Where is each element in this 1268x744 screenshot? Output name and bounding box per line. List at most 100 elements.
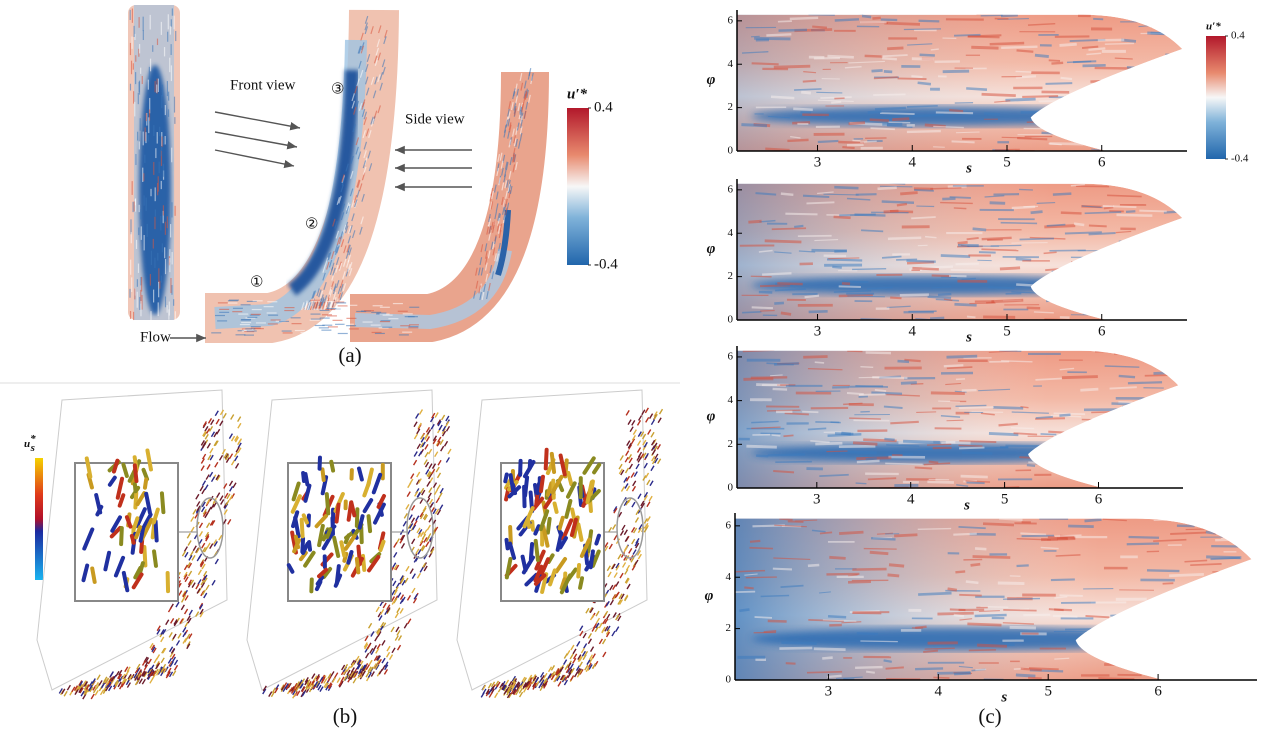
vortex: [365, 664, 370, 671]
texture: [852, 567, 887, 571]
texture: [959, 440, 997, 444]
vortex: [152, 647, 157, 654]
texture: [929, 316, 945, 320]
vortex: [588, 654, 594, 661]
texture: [492, 241, 495, 250]
texture: [827, 54, 854, 59]
vortex: [195, 493, 200, 500]
vortex: [522, 506, 535, 529]
vortex: [202, 430, 207, 437]
texture: [1104, 42, 1135, 45]
texture: [347, 244, 351, 253]
vortex: [501, 680, 506, 687]
vortex: [432, 438, 437, 445]
vortex: [577, 669, 583, 676]
vortex: [226, 493, 231, 500]
vortex: [501, 684, 506, 691]
vortex: [416, 443, 421, 450]
texture: [904, 358, 921, 363]
vortex: [108, 685, 113, 692]
vortex: [423, 565, 428, 572]
vortex: [624, 545, 629, 551]
vortex: [435, 497, 440, 504]
texture: [491, 271, 495, 280]
texture: [915, 667, 944, 671]
vortex: [654, 453, 659, 460]
vortex: [198, 522, 204, 529]
texture: [781, 641, 817, 645]
vortex: [187, 570, 193, 577]
texture: [1127, 293, 1143, 299]
texture: [508, 170, 512, 180]
texture: [987, 286, 1015, 290]
texture: [1133, 419, 1165, 423]
vortex: [230, 459, 236, 466]
vortex: [438, 424, 443, 431]
texture: [502, 199, 505, 208]
vortex: [540, 674, 545, 681]
texture: [856, 459, 880, 464]
vortex: [393, 552, 398, 558]
texture: [1220, 537, 1238, 539]
vortex: [428, 473, 433, 480]
texture: [767, 409, 801, 412]
texture: [1035, 415, 1053, 419]
zoom-region: [616, 497, 644, 559]
texture: [356, 78, 360, 87]
vortex: [401, 596, 406, 603]
texture: [1168, 451, 1179, 455]
texture: [308, 301, 312, 310]
vortex: [136, 667, 141, 673]
vortex: [543, 672, 548, 679]
vortex: [330, 671, 335, 677]
vortex: [392, 562, 397, 569]
vortex: [83, 684, 89, 690]
vortex: [229, 485, 234, 492]
vortex: [107, 681, 112, 688]
texture: [1009, 625, 1036, 630]
texture: [885, 462, 923, 466]
texture: [356, 189, 360, 198]
vortex: [513, 689, 518, 696]
vortex: [626, 440, 631, 446]
texture: [520, 82, 524, 91]
vortex: [423, 537, 428, 543]
texture: [742, 350, 775, 353]
vortex: [373, 502, 386, 525]
vortex: [381, 657, 386, 664]
vortex: [151, 507, 160, 525]
vortex: [218, 454, 224, 461]
vortex: [343, 533, 351, 545]
vortex: [551, 671, 556, 677]
vortex: [623, 500, 628, 507]
vortex: [299, 517, 305, 539]
vortex: [396, 607, 401, 614]
texture: [1082, 63, 1106, 68]
vortex: [441, 428, 446, 435]
vortex: [66, 684, 71, 691]
texture: [886, 393, 920, 397]
texture: [874, 106, 906, 111]
vortex: [149, 642, 154, 649]
texture: [377, 25, 382, 34]
vortex: [156, 669, 161, 676]
vortex: [204, 484, 209, 491]
vortex: [94, 689, 99, 696]
texture: [500, 160, 504, 169]
texture: [870, 127, 895, 131]
texture: [958, 406, 994, 409]
texture: [978, 388, 1011, 392]
vortex: [290, 688, 296, 694]
vortex: [199, 608, 204, 615]
texture: [1157, 292, 1183, 296]
vortex: [344, 675, 349, 681]
vortex: [649, 480, 654, 487]
vortex: [418, 450, 423, 457]
vortex: [172, 670, 177, 677]
vortex: [299, 683, 304, 689]
texture: [355, 146, 359, 155]
texture: [833, 215, 851, 220]
texture: [1152, 12, 1167, 13]
texture: [1000, 221, 1038, 225]
texture: [775, 288, 806, 292]
